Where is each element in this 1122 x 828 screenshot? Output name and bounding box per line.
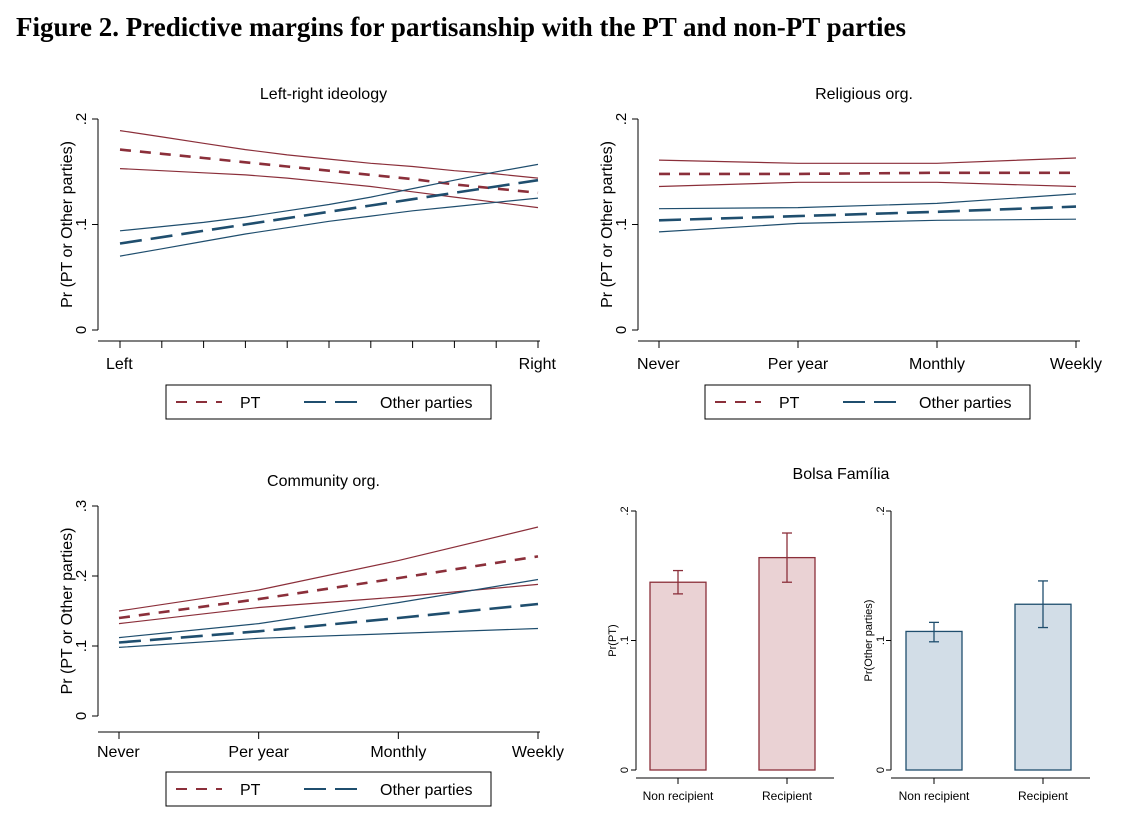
- series-line-other: [658, 205, 1077, 222]
- y-tick-label: 0: [619, 767, 631, 773]
- bar-recipient: [758, 556, 816, 771]
- y-tick-label: .1: [613, 218, 630, 231]
- series-line-other: [118, 602, 539, 644]
- x-tick-label: Weekly: [512, 744, 564, 761]
- bar-non-recipient: [649, 581, 707, 771]
- y-tick-label: .1: [875, 636, 887, 645]
- ci-lower-line-other: [118, 627, 539, 648]
- x-tick-label: Monthly: [909, 356, 965, 373]
- legend-label-other: Other parties: [380, 782, 472, 799]
- x-tick-label: Never: [97, 744, 140, 761]
- y-tick-label: 0: [875, 767, 887, 773]
- y-axis-title: Pr(Other parties): [863, 600, 875, 682]
- y-axis-title: Pr(PT): [607, 624, 619, 656]
- ci-lower-line-other: [119, 197, 539, 257]
- bar-recipient: [1014, 603, 1072, 771]
- panel-title: Community org.: [267, 473, 380, 490]
- y-tick-label: .1: [73, 218, 90, 231]
- y-axis-title: Pr (PT or Other parties): [599, 141, 616, 308]
- y-tick-label: 0: [613, 326, 630, 334]
- bar-panel-5: 0 .1 .2 Pr(Other parties) Non recipient Recip…: [863, 506, 1090, 803]
- x-tick-label: Recipient: [1018, 789, 1069, 803]
- x-tick-label: Left: [106, 356, 133, 373]
- y-axis-title: Pr (PT or Other parties): [59, 141, 76, 308]
- y-tick-label: 0: [73, 326, 90, 334]
- x-tick-label: Monthly: [370, 744, 426, 761]
- bar-non-recipient: [905, 630, 963, 771]
- ci-upper-line-pt: [118, 526, 539, 612]
- figure-title: Figure 2. Predictive margins for partisa…: [16, 12, 907, 42]
- x-tick-label: Right: [519, 356, 557, 373]
- y-tick-label: .3: [73, 500, 90, 513]
- y-tick-label: 0: [73, 712, 90, 720]
- x-tick-label: Non recipient: [643, 789, 714, 803]
- legend-label-other: Other parties: [380, 395, 472, 412]
- ci-lower-line-other: [658, 218, 1077, 233]
- panel-title: Religious org.: [815, 86, 913, 103]
- x-tick-label: Per year: [228, 744, 289, 761]
- panel-title: Bolsa Família: [793, 466, 890, 483]
- line-panel-2: Religious org. 0 .1 .2 Pr (PT or Other parti…: [599, 86, 1102, 420]
- ci-upper-line-other: [658, 193, 1077, 210]
- y-tick-label: .2: [619, 506, 631, 515]
- y-tick-label: .2: [875, 506, 887, 515]
- ci-upper-line-pt: [658, 157, 1077, 164]
- y-tick-label: .2: [73, 570, 90, 583]
- series-line-pt: [119, 148, 539, 195]
- ci-lower-line-pt: [658, 181, 1077, 188]
- y-axis-title: Pr (PT or Other parties): [59, 528, 76, 695]
- legend-label-pt: PT: [240, 782, 261, 799]
- legend-label-pt: PT: [240, 395, 261, 412]
- legend-label-other: Other parties: [919, 395, 1011, 412]
- legend-label-pt: PT: [779, 395, 800, 412]
- x-tick-label: Per year: [768, 356, 829, 373]
- series-line-pt: [118, 555, 539, 620]
- series-line-other: [119, 178, 539, 245]
- ci-upper-line-pt: [119, 130, 539, 179]
- series-line-pt: [659, 171, 1076, 176]
- y-tick-label: .1: [619, 636, 631, 645]
- x-tick-label: Weekly: [1050, 356, 1102, 373]
- y-tick-label: .2: [613, 113, 630, 126]
- ci-upper-line-other: [118, 578, 539, 639]
- line-panel-3: Community org. 0 .1 .2 .3 Pr (PT or Other par…: [59, 473, 564, 807]
- x-tick-label: Non recipient: [899, 789, 970, 803]
- x-tick-label: Never: [637, 356, 680, 373]
- x-tick-label: Recipient: [762, 789, 813, 803]
- ci-upper-line-other: [119, 163, 539, 232]
- y-tick-label: .1: [73, 640, 90, 653]
- y-tick-label: .2: [73, 113, 90, 126]
- ci-lower-line-pt: [119, 168, 539, 209]
- line-panel-1: Left-right ideology 0 .1 .2 Pr (PT or Other …: [59, 86, 557, 420]
- bar-panel-4: 0 .1 .2 Pr(PT) Non recipient Recipient: [607, 506, 834, 803]
- panel-title: Left-right ideology: [260, 86, 387, 103]
